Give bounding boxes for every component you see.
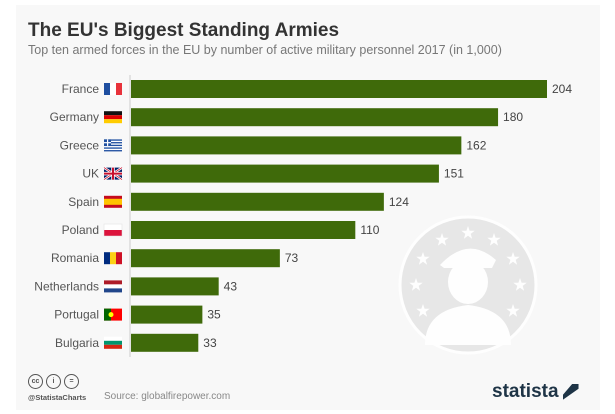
category-label: Germany [50,110,99,124]
value-label: 162 [466,138,486,152]
statista-logo: statista [492,381,579,403]
source-text: Source: globalfirepower.com [104,391,231,402]
category-label: France [62,82,100,96]
category-label: Spain [68,195,99,209]
value-label: 35 [207,308,221,322]
category-label: Poland [62,223,99,237]
star-icon [416,252,430,265]
star-icon [506,304,520,317]
statista-logo-icon [562,384,579,400]
chart-subtitle: Top ten armed forces in the EU by number… [28,43,502,57]
twitter-handle: @StatistaCharts [28,393,87,402]
value-label: 124 [389,195,409,209]
chart-title: The EU's Biggest Standing Armies [28,20,340,41]
star-icon [487,233,501,246]
flag-bulgaria-icon [104,336,122,349]
value-label: 180 [503,110,523,124]
flag-germany-icon [104,111,122,124]
category-label: UK [82,167,99,181]
star-icon [461,226,475,239]
no-derivatives-icon: = [64,374,79,389]
bar-greece [131,136,462,155]
star-icon [506,252,520,265]
cc-icon: cc [28,374,43,389]
flag-greece-icon [104,139,122,152]
category-label: Romania [51,251,99,265]
bar-poland [131,221,356,239]
category-label: Portugal [54,308,99,322]
star-icon [435,233,449,246]
category-label: Bulgaria [55,336,99,350]
flag-uk-icon [103,166,123,181]
value-label: 204 [552,82,572,96]
value-label: 33 [203,336,217,350]
star-icon [409,278,423,291]
flag-netherlands-icon [104,280,122,293]
value-label: 110 [360,223,379,237]
attribution-icon: i [46,374,61,389]
bar-uk [131,164,439,183]
flag-poland-icon [103,223,123,237]
bar-bulgaria [131,333,199,352]
bar-germany [131,108,499,127]
flag-france-icon [104,83,122,95]
bar-spain [131,192,384,211]
flag-portugal-icon [104,308,122,321]
value-label: 151 [444,167,464,181]
star-icon [416,304,430,317]
bar-france [131,80,547,98]
bar-romania [131,249,280,268]
value-label: 43 [224,279,238,293]
value-label: 73 [285,251,299,265]
soldier-emblem-icon [398,215,538,355]
category-label: Netherlands [34,279,99,293]
license-icons: cc i = [28,374,79,389]
category-label: Greece [60,138,100,152]
flag-romania-icon [104,252,122,265]
flag-spain-icon [104,195,122,208]
bar-netherlands [131,277,219,296]
star-icon [513,278,527,291]
bar-portugal [131,305,203,324]
